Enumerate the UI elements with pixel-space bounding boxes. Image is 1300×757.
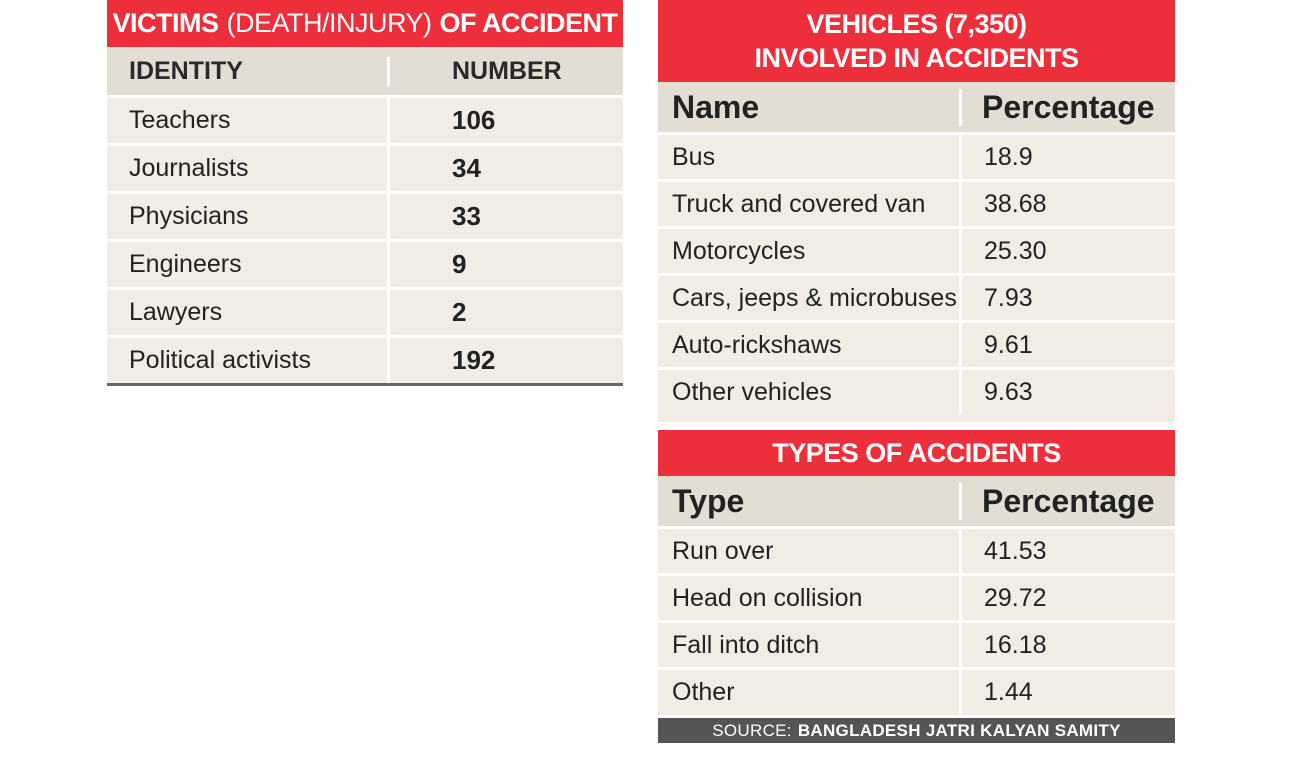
victims-row-label: Teachers — [107, 98, 390, 143]
types-row: Fall into ditch 16.18 — [658, 623, 1175, 670]
vehicles-row: Auto-rickshaws 9.61 — [658, 323, 1175, 370]
vehicles-row-label: Cars, jeeps & microbuses — [658, 276, 962, 320]
vehicles-col-percentage: Percentage — [982, 88, 1155, 125]
vehicles-header-row: Name Percentage — [658, 82, 1175, 135]
source-prefix: SOURCE: — [712, 720, 792, 740]
victims-col-number: NUMBER — [452, 56, 562, 85]
vehicles-table: VEHICLES (7,350) INVOLVED IN ACCIDENTS N… — [658, 0, 1175, 422]
types-body: Run over 41.53 Head on collision 29.72 Fall … — [658, 529, 1175, 714]
vehicles-title: VEHICLES (7,350) INVOLVED IN ACCIDENTS — [658, 0, 1175, 82]
victims-row: Engineers 9 — [107, 242, 623, 290]
victims-body: Teachers 106 Journalists 34 Physicians 33 Engi… — [107, 98, 623, 383]
victims-row-value: 192 — [452, 345, 496, 375]
vehicles-title-line1: VEHICLES (7,350) — [806, 9, 1027, 39]
types-row: Head on collision 29.72 — [658, 576, 1175, 623]
vehicles-row-label: Auto-rickshaws — [658, 323, 962, 367]
victims-title-light: (DEATH/INJURY) — [226, 8, 433, 38]
victims-col-identity: IDENTITY — [107, 56, 390, 86]
victims-row: Journalists 34 — [107, 146, 623, 194]
victims-row-value: 33 — [452, 201, 481, 231]
victims-row-value: 9 — [452, 249, 467, 279]
victims-title: VICTIMS (DEATH/INJURY) OF ACCIDENT — [107, 0, 623, 47]
vehicles-row: Cars, jeeps & microbuses 7.93 — [658, 276, 1175, 323]
vehicles-row-label: Other vehicles — [658, 370, 962, 414]
vehicles-row-value: 18.9 — [984, 142, 1033, 171]
types-row-value: 1.44 — [984, 677, 1033, 706]
vehicles-row-label: Bus — [658, 135, 962, 179]
types-title: TYPES OF ACCIDENTS — [658, 430, 1175, 476]
vehicles-title-line2: INVOLVED IN ACCIDENTS — [754, 43, 1079, 73]
vehicles-col-name: Name — [658, 88, 962, 126]
types-row-label: Run over — [658, 529, 962, 573]
types-table: TYPES OF ACCIDENTS Type Percentage Run o… — [658, 430, 1175, 715]
vehicles-row-label: Motorcycles — [658, 229, 962, 273]
victims-row-label: Journalists — [107, 146, 390, 191]
victims-header-row: IDENTITY NUMBER — [107, 47, 623, 98]
types-row: Other 1.44 — [658, 670, 1175, 714]
victims-title-bold-1: VICTIMS — [112, 8, 219, 38]
vehicles-row: Motorcycles 25.30 — [658, 229, 1175, 276]
victims-row-label: Engineers — [107, 242, 390, 287]
types-title-text: TYPES OF ACCIDENTS — [772, 437, 1061, 468]
vehicles-row-label: Truck and covered van — [658, 182, 962, 226]
types-row-value: 16.18 — [984, 630, 1047, 659]
victims-row: Physicians 33 — [107, 194, 623, 242]
victims-row-value: 2 — [452, 297, 467, 327]
vehicles-body: Bus 18.9 Truck and covered van 38.68 Motorcy… — [658, 135, 1175, 414]
types-row-value: 41.53 — [984, 536, 1047, 565]
types-row-label: Fall into ditch — [658, 623, 962, 667]
vehicles-row: Bus 18.9 — [658, 135, 1175, 182]
vehicles-row-value: 7.93 — [984, 283, 1033, 312]
vehicles-row: Truck and covered van 38.68 — [658, 182, 1175, 229]
types-col-type: Type — [658, 482, 962, 520]
types-row: Run over 41.53 — [658, 529, 1175, 576]
types-col-percentage: Percentage — [982, 482, 1155, 519]
vehicles-row-value: 38.68 — [984, 189, 1047, 218]
victims-row-value: 34 — [452, 153, 481, 183]
types-row-label: Head on collision — [658, 576, 962, 620]
source-line: SOURCE: BANGLADESH JATRI KALYAN SAMITY — [658, 718, 1175, 743]
victims-title-bold-2: OF ACCIDENT — [439, 8, 619, 38]
vehicles-row-value: 25.30 — [984, 236, 1047, 265]
victims-row-value: 106 — [452, 105, 496, 135]
source-name: BANGLADESH JATRI KALYAN SAMITY — [797, 720, 1121, 740]
types-row-label: Other — [658, 670, 962, 714]
victims-table: VICTIMS (DEATH/INJURY) OF ACCIDENT IDENT… — [107, 0, 623, 386]
victims-row: Political activists 192 — [107, 338, 623, 383]
types-header-row: Type Percentage — [658, 476, 1175, 529]
victims-row: Teachers 106 — [107, 98, 623, 146]
types-row-value: 29.72 — [984, 583, 1047, 612]
vehicles-row-value: 9.63 — [984, 377, 1033, 406]
vehicles-row-value: 9.61 — [984, 330, 1033, 359]
victims-row-label: Physicians — [107, 194, 390, 239]
vehicles-row: Other vehicles 9.63 — [658, 370, 1175, 414]
victims-row-label: Lawyers — [107, 290, 390, 335]
victims-row: Lawyers 2 — [107, 290, 623, 338]
victims-row-label: Political activists — [107, 338, 390, 383]
